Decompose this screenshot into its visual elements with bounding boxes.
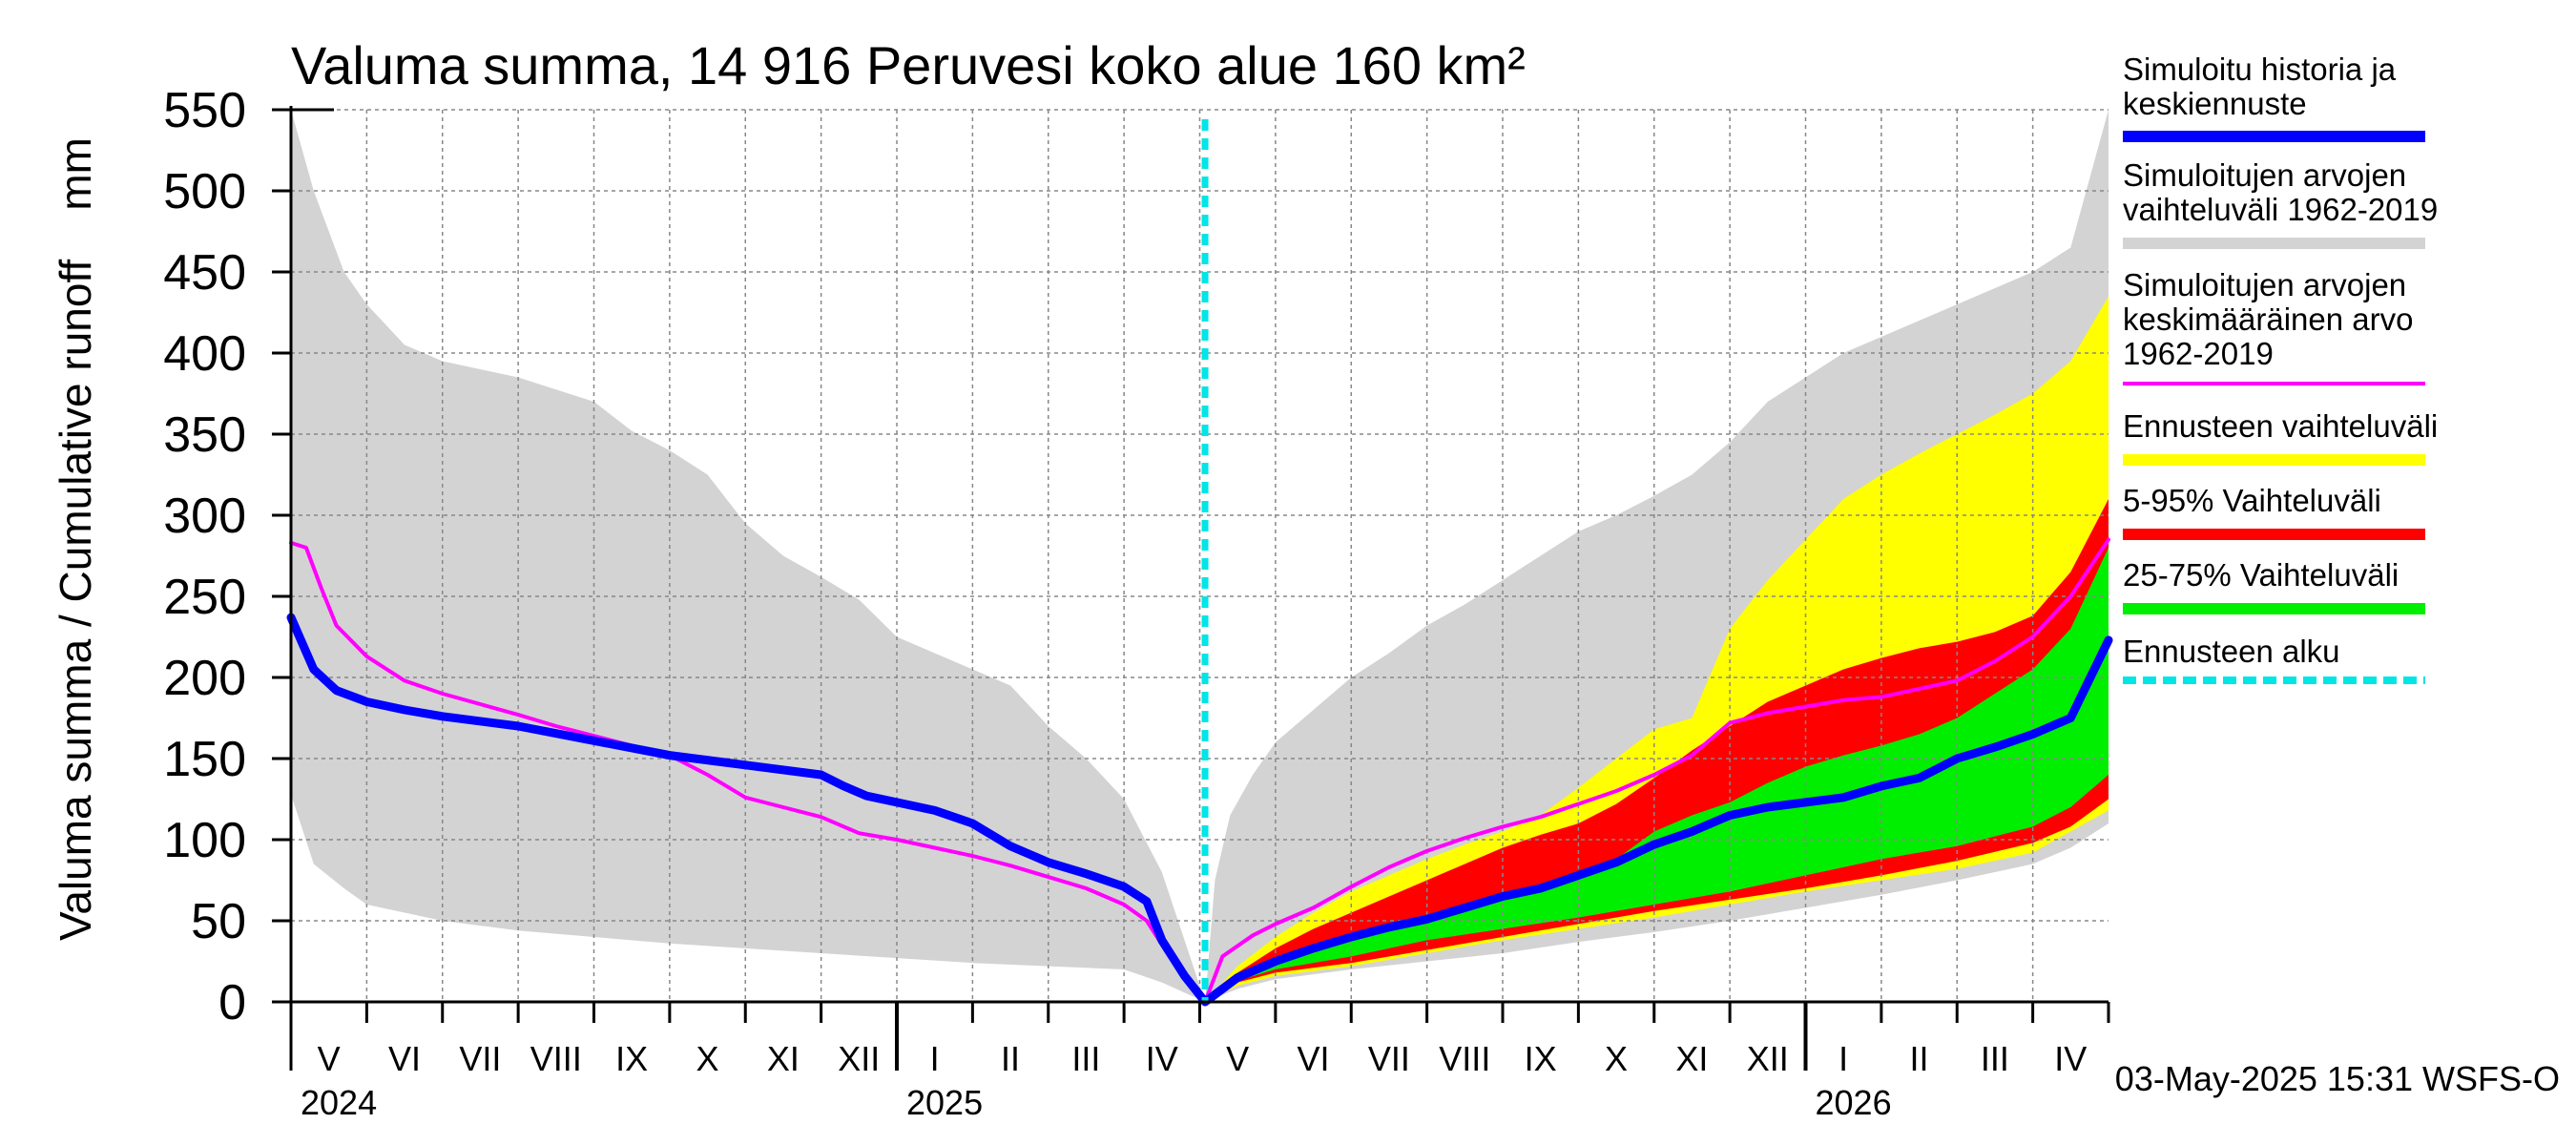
y-tick-label: 500 [163,164,246,219]
legend-item-p2575: 25-75% Vaihteluväli [2123,557,2425,614]
y-tick-label: 300 [163,489,246,544]
y-axis-label: Valuma summa / Cumulative runoff mm [51,137,100,941]
month-label: VIII [1439,1039,1490,1078]
forecast-mean-line-series [286,613,2113,1007]
y-tick-label: 450 [163,245,246,301]
legend-label: 25-75% Vaihteluväli [2123,557,2399,593]
month-label: VI [388,1039,421,1078]
year-label: 2025 [906,1083,983,1122]
y-tick-label: 0 [218,975,246,1030]
legend-label: Ennusteen vaihteluväli [2123,408,2438,444]
historical-range-band [291,110,1206,1002]
month-label: IV [1146,1039,1178,1078]
month-label: XII [838,1039,880,1078]
month-label: X [696,1039,719,1078]
y-tick-label: 100 [163,813,246,868]
x-axis-ticks: V VI VII VIII IX X XI XII I II III IV V VI VII VIII IX X X… [289,1002,2110,1122]
month-label: II [1001,1039,1020,1078]
month-label: XII [1747,1039,1789,1078]
legend-label: 5-95% Vaihteluväli [2123,483,2381,518]
chart-title: Valuma summa, 14 916 Peruvesi koko alue … [291,35,1526,95]
month-label: V [318,1039,341,1078]
y-tick-label: 350 [163,407,246,463]
month-label: V [1226,1039,1249,1078]
y-tick-label: 400 [163,326,246,382]
legend-label: Simuloitujen arvojen [2123,267,2406,302]
legend-label: keskiennuste [2123,86,2307,121]
legend-label: Simuloitu historia ja [2123,52,2397,87]
legend-label: 1962-2019 [2123,336,2274,371]
plot-grid [291,109,2109,1002]
legend-label: Simuloitujen arvojen [2123,157,2406,193]
year-label: 2024 [301,1083,377,1122]
legend-item-p595: 5-95% Vaihteluväli [2123,483,2425,540]
month-label: XI [767,1039,800,1078]
legend-label: vaihteluväli 1962-2019 [2123,192,2438,227]
month-label: IX [615,1039,648,1078]
month-label: II [1910,1039,1929,1078]
y-tick-label: 50 [191,894,246,949]
timestamp: 03-May-2025 15:31 WSFS-O [2115,1059,2560,1098]
month-label: I [1839,1039,1848,1078]
month-label: I [930,1039,940,1078]
month-label: VII [1368,1039,1410,1078]
legend-label: Ennusteen alku [2123,634,2340,669]
legend-label: keskimääräinen arvo [2123,302,2413,337]
month-label: X [1605,1039,1628,1078]
y-tick-label: 200 [163,651,246,706]
y-tick-label: 550 [163,83,246,138]
month-label: VI [1298,1039,1330,1078]
month-label: VIII [530,1039,582,1078]
legend-item-start: Ennusteen alku [2123,634,2425,684]
y-tick-label: 150 [163,732,246,787]
y-tick-label: 250 [163,570,246,625]
legend-item-fc: Ennusteen vaihteluväli [2123,408,2438,466]
year-label: 2026 [1816,1083,1892,1122]
month-label: IV [2054,1039,2087,1078]
month-label: VII [459,1039,501,1078]
month-label: III [1071,1039,1100,1078]
legend: Simuloitu historia jakeskiennusteSimuloi… [2123,52,2438,684]
y-axis-ticks: 0 50 100 150 200 250 300 350 400 450 500 550 [163,83,291,1030]
month-label: III [1981,1039,2009,1078]
month-label: XI [1675,1039,1708,1078]
month-label: IX [1525,1039,1557,1078]
